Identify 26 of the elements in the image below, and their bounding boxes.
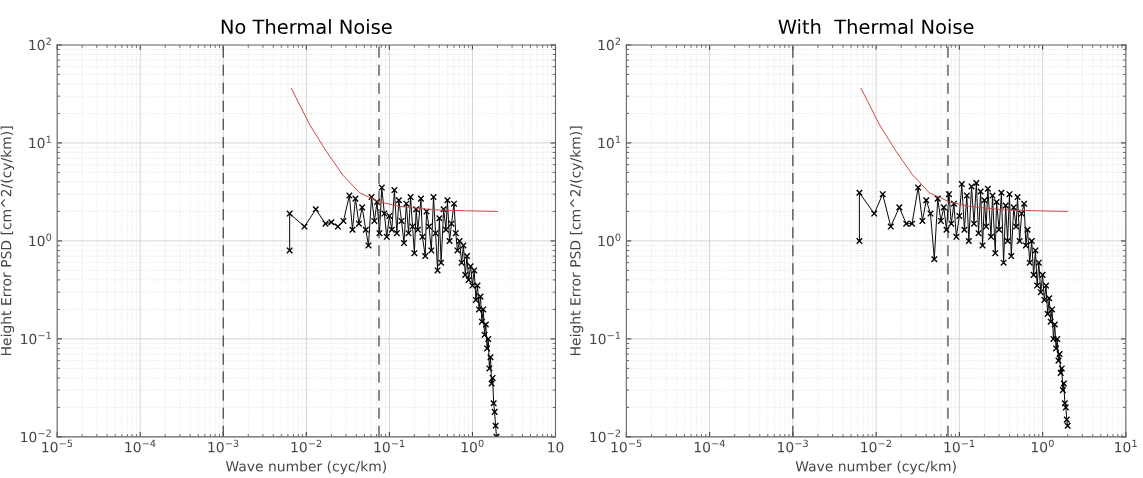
x-tick-label: 10$^{0}$: [461, 439, 484, 453]
x-tick-label: 10$^{−4}$: [694, 439, 725, 453]
y-tick-label: 10$^{1}$: [29, 135, 51, 149]
x-tick-label: 10$^{0}$: [1031, 439, 1054, 453]
y-tick-label: 10$^{2}$: [29, 37, 51, 51]
y-tick-label: 10$^{0}$: [29, 233, 52, 247]
x-tick-label: 10$^{−4}$: [125, 439, 156, 453]
x-axis-title: Wave number (cyc/km): [225, 460, 386, 475]
y-tick-label: 10$^{−1}$: [590, 331, 621, 345]
x-tick-label: 10$^{−1}$: [374, 439, 405, 453]
y-tick-label: 10$^{−1}$: [21, 331, 51, 345]
x-tick-label: 10$^{−3}$: [208, 439, 239, 453]
x-axis-title: Wave number (cyc/km): [795, 460, 956, 475]
y-axis-title: Height Error PSD [cm^2/(cy/km)]: [0, 126, 15, 356]
y-tick-label: 10$^{0}$: [598, 233, 621, 247]
x-tick-label: 10: [548, 442, 564, 453]
x-tick-label: 10$^{−2}$: [291, 439, 322, 453]
chart-title: No Thermal Noise: [221, 19, 392, 35]
x-tick-label: 10$^{−3}$: [778, 439, 808, 453]
x-tick-label: 10$^{1}$: [1115, 439, 1137, 453]
x-tick-label: 10$^{−2}$: [861, 439, 891, 453]
y-tick-label: 10$^{2}$: [598, 37, 621, 51]
x-tick-label: 10$^{−1}$: [944, 439, 975, 453]
chart-title: With Thermal Noise: [778, 19, 974, 35]
y-tick-label: 10$^{1}$: [598, 135, 621, 149]
y-axis-title: Height Error PSD [cm^2/(cy/km)]: [569, 126, 584, 356]
